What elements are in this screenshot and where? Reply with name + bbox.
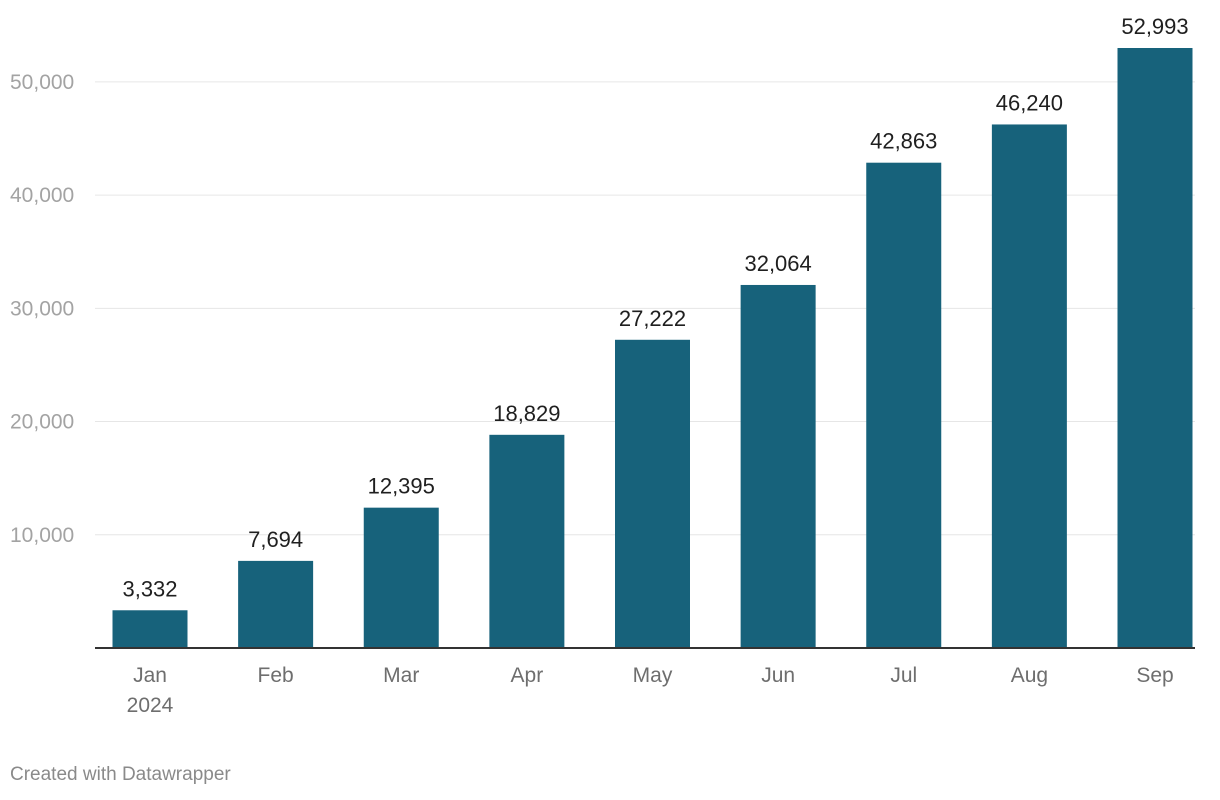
- data-label: 12,395: [368, 474, 435, 499]
- data-label: 46,240: [996, 90, 1063, 115]
- x-tick-label: Sep: [1136, 664, 1173, 687]
- bar-sep: [1117, 48, 1193, 648]
- data-label: 3,332: [122, 576, 177, 601]
- data-label: 7,694: [248, 527, 303, 552]
- y-tick-label: 50,000: [10, 71, 74, 94]
- bar-apr: [489, 434, 565, 648]
- y-tick-label: 20,000: [10, 411, 74, 434]
- x-tick-label: Jan: [133, 664, 167, 687]
- y-tick-label: 10,000: [10, 524, 74, 547]
- data-label: 42,863: [870, 129, 937, 154]
- bar-may: [615, 339, 690, 648]
- bar-jun: [740, 284, 816, 648]
- y-tick-label: 40,000: [10, 184, 74, 207]
- bar-aug: [991, 124, 1067, 648]
- y-tick-label: 30,000: [10, 297, 74, 320]
- bar-jan: [112, 610, 188, 648]
- x-axis-ticks: Jan 2024 Feb Mar Apr May Jun Jul Aug Sep: [127, 664, 1174, 717]
- x-tick-label: Jul: [890, 664, 917, 687]
- x-tick-label: Aug: [1011, 664, 1048, 687]
- x-tick-label: May: [633, 664, 673, 687]
- data-label: 18,829: [493, 401, 560, 426]
- bar-jul: [866, 162, 942, 648]
- x-tick-label: Jun: [761, 664, 795, 687]
- bars: [112, 48, 1193, 648]
- y-axis-ticks: 10,000 20,000 30,000 40,000 50,000: [10, 71, 74, 547]
- data-label: 52,993: [1121, 14, 1188, 39]
- x-tick-label: Apr: [511, 664, 544, 687]
- bar-feb: [238, 560, 314, 648]
- data-label: 27,222: [619, 306, 686, 331]
- bar-mar: [363, 507, 439, 648]
- data-labels: 3,332 7,694 12,395 18,829 27,222 32,064 42,863…: [122, 14, 1188, 601]
- x-tick-label: Mar: [383, 664, 419, 687]
- data-label: 32,064: [744, 251, 811, 276]
- x-tick-sublabel: 2024: [127, 694, 174, 717]
- x-tick-label: Feb: [258, 664, 294, 687]
- footer-credit: Created with Datawrapper: [10, 764, 231, 785]
